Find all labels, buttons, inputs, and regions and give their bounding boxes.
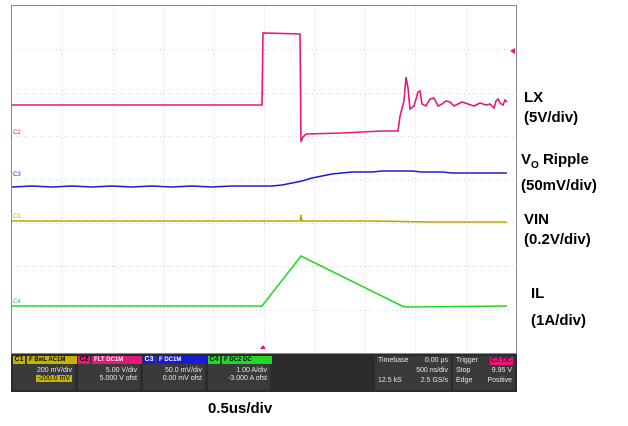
channel-tag: C2 xyxy=(78,356,90,364)
channel-settings: F DC1M xyxy=(157,356,207,364)
channel-settings: FLT DC1M xyxy=(92,356,142,364)
label-vo-ripple: VO Ripple (50mV/div) xyxy=(521,151,597,194)
trigger-time-marker xyxy=(260,345,266,349)
timebase-delay: 0.00 µs xyxy=(424,357,448,364)
trigger-source: C2 DC xyxy=(489,357,513,365)
timebase-per-div: 500 ns/div xyxy=(416,367,448,374)
trace-il xyxy=(12,254,508,308)
label-il: IL (1A/div) xyxy=(531,285,587,329)
channel-tag: C1 xyxy=(13,356,25,364)
channel-scale: 50.0 mV/div xyxy=(165,367,202,374)
status-bar: C1 F BwL AC1M 200 mV/div -200.0 mV C2 FL… xyxy=(11,354,517,392)
channel-box-c1[interactable]: C1 F BwL AC1M 200 mV/div -200.0 mV xyxy=(13,356,77,390)
channel-offset: 5.000 V ofst xyxy=(99,375,137,382)
timebase-box[interactable]: Timebase 0.00 µs 500 ns/div 12.5 kS 2.5 … xyxy=(375,356,451,390)
trace-lx xyxy=(12,32,508,143)
waveform-plot: C2 C3 C1 C4 xyxy=(12,6,516,353)
timebase-rate: 2.5 GS/s xyxy=(420,377,448,384)
timebase-label: Timebase xyxy=(378,357,409,364)
channel-box-c4[interactable]: C4 F DC2 DC 1.00 A/div -3.000 A ofst xyxy=(208,356,272,390)
gridlines xyxy=(12,6,516,353)
channel-marker-c3: C3 xyxy=(13,172,21,178)
channel-marker-c2: C2 xyxy=(13,130,21,136)
oscilloscope-screen: C2 C3 C1 C4 C1 F BwL AC1M 200 mV/div -20… xyxy=(8,5,517,392)
label-lx: LX (5V/div) xyxy=(524,89,579,126)
channel-offset: -3.000 A ofst xyxy=(228,375,267,382)
channel-settings: F BwL AC1M xyxy=(27,356,77,364)
vo-ripple-title: VO Ripple xyxy=(521,151,589,171)
channel-scale: 200 mV/div xyxy=(36,367,72,374)
trigger-level-marker xyxy=(510,48,515,54)
trace-vo-ripple xyxy=(12,170,507,188)
channel-box-c2[interactable]: C2 FLT DC1M 5.00 V/div 5.000 V ofst xyxy=(78,356,142,390)
waveform-grid: C2 C3 C1 C4 xyxy=(11,5,517,354)
channel-marker-c1: C1 xyxy=(13,214,21,220)
trigger-mode: Stop xyxy=(456,367,471,374)
channel-scale: 1.00 A/div xyxy=(236,367,267,374)
trigger-type: Edge xyxy=(456,377,473,384)
trigger-label: Trigger xyxy=(456,357,478,364)
channel-marker-c4: C4 xyxy=(13,299,21,305)
channel-settings: F DC2 DC xyxy=(222,356,272,364)
trigger-box[interactable]: Trigger C2 DC Stop 9.95 V Edge Positive xyxy=(453,356,515,390)
label-vin: VIN (0.2V/div) xyxy=(524,211,591,248)
channel-tag: C4 xyxy=(208,356,220,364)
channel-box-c3[interactable]: C3 F DC1M 50.0 mV/div 0.00 mV ofst xyxy=(143,356,207,390)
trigger-level: 9.95 V xyxy=(491,367,512,374)
time-scale-caption: 0.5us/div xyxy=(208,400,273,417)
trace-vin xyxy=(12,214,507,223)
channel-offset: 0.00 mV ofst xyxy=(162,375,202,382)
channel-scale: 5.00 V/div xyxy=(105,367,137,374)
trigger-slope: Positive xyxy=(487,377,512,384)
channel-offset: -200.0 mV xyxy=(35,375,72,382)
timebase-samples: 12.5 kS xyxy=(378,377,402,384)
channel-tag: C3 xyxy=(143,356,155,364)
